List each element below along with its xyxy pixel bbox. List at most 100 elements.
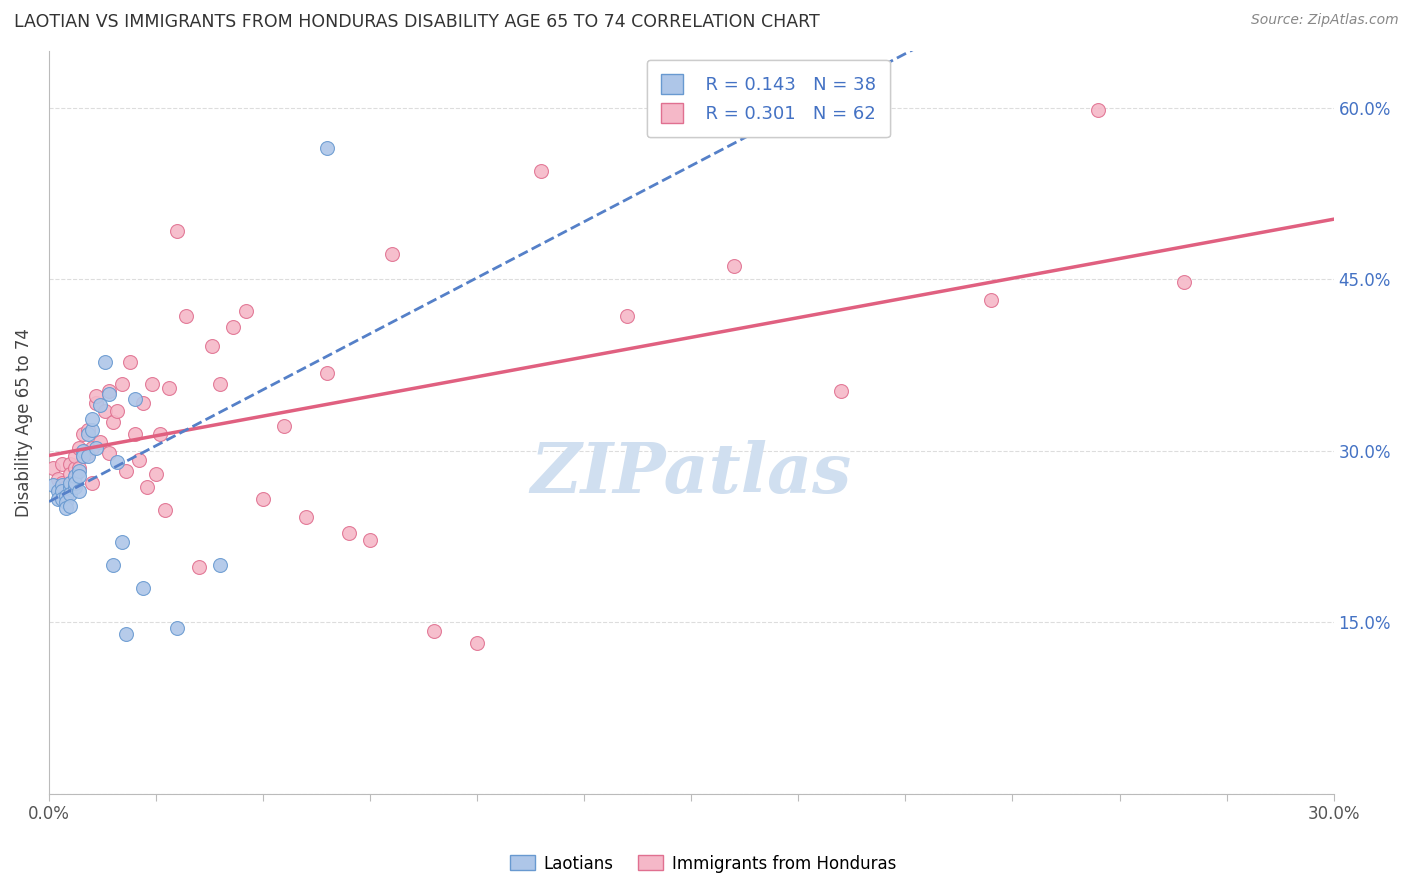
Point [59, 480, 82, 494]
Point [132, 396, 155, 410]
Point [46, 483, 69, 498]
Legend: Laotians, Immigrants from Honduras: Laotians, Immigrants from Honduras [503, 848, 903, 880]
Point [124, 426, 146, 441]
Point [103, 558, 125, 572]
Point [89, 434, 111, 449]
Point [89, 398, 111, 412]
Point [97, 446, 120, 460]
Point [1173, 275, 1195, 289]
Point [107, 403, 129, 417]
Point [55, 495, 77, 509]
Point [145, 467, 167, 481]
Point [51, 483, 73, 498]
Point [72, 450, 94, 464]
Point [107, 455, 129, 469]
Point [103, 415, 125, 429]
Point [59, 475, 82, 490]
Point [157, 381, 180, 395]
Point [830, 384, 852, 399]
Point [111, 377, 134, 392]
Point [141, 377, 163, 392]
Point [174, 309, 197, 323]
Point [980, 293, 1002, 307]
Point [51, 491, 73, 506]
Text: Source: ZipAtlas.com: Source: ZipAtlas.com [1251, 13, 1399, 28]
Point [166, 224, 188, 238]
Point [153, 503, 176, 517]
Point [530, 163, 553, 178]
Point [273, 418, 295, 433]
Point [222, 320, 245, 334]
Point [59, 499, 82, 513]
Point [209, 377, 232, 392]
Point [380, 247, 402, 261]
Point [136, 480, 159, 494]
Point [295, 510, 318, 524]
Point [201, 338, 224, 352]
Point [166, 621, 188, 635]
Point [55, 487, 77, 501]
Point [67, 483, 90, 498]
Point [67, 461, 90, 475]
Point [252, 491, 274, 506]
Point [316, 141, 339, 155]
Point [72, 450, 94, 464]
Point [316, 366, 339, 380]
Point [59, 487, 82, 501]
Point [423, 624, 446, 639]
Point [42, 478, 65, 492]
Point [63, 480, 86, 494]
Point [72, 443, 94, 458]
Point [115, 464, 138, 478]
Point [128, 453, 150, 467]
Point [359, 533, 381, 547]
Point [80, 423, 103, 437]
Point [76, 423, 98, 437]
Point [209, 558, 232, 572]
Point [76, 450, 98, 464]
Point [80, 475, 103, 490]
Point [67, 464, 90, 478]
Point [124, 392, 146, 407]
Text: ZIPatlas: ZIPatlas [530, 441, 852, 508]
Point [723, 259, 745, 273]
Point [67, 469, 90, 483]
Point [76, 446, 98, 460]
Point [120, 354, 142, 368]
Point [63, 450, 86, 464]
Point [465, 636, 488, 650]
Point [235, 304, 257, 318]
Point [51, 478, 73, 492]
Point [46, 472, 69, 486]
Point [149, 426, 172, 441]
Point [111, 535, 134, 549]
Point [115, 626, 138, 640]
Point [84, 442, 107, 456]
Point [132, 581, 155, 595]
Point [616, 309, 638, 323]
Point [1087, 103, 1109, 117]
Point [84, 396, 107, 410]
Point [97, 384, 120, 399]
Y-axis label: Disability Age 65 to 74: Disability Age 65 to 74 [15, 327, 32, 516]
Point [80, 411, 103, 425]
Point [187, 560, 209, 574]
Point [93, 354, 115, 368]
Point [80, 442, 103, 456]
Point [51, 458, 73, 472]
Point [63, 461, 86, 475]
Point [63, 469, 86, 483]
Point [72, 426, 94, 441]
Point [46, 491, 69, 506]
Point [51, 475, 73, 490]
Point [67, 442, 90, 456]
Point [76, 426, 98, 441]
Point [59, 475, 82, 490]
Point [63, 475, 86, 490]
Text: LAOTIAN VS IMMIGRANTS FROM HONDURAS DISABILITY AGE 65 TO 74 CORRELATION CHART: LAOTIAN VS IMMIGRANTS FROM HONDURAS DISA… [14, 13, 820, 31]
Point [55, 500, 77, 515]
Legend:   R = 0.143   N = 38,   R = 0.301   N = 62: R = 0.143 N = 38, R = 0.301 N = 62 [647, 60, 890, 137]
Point [84, 389, 107, 403]
Point [55, 490, 77, 504]
Point [59, 467, 82, 481]
